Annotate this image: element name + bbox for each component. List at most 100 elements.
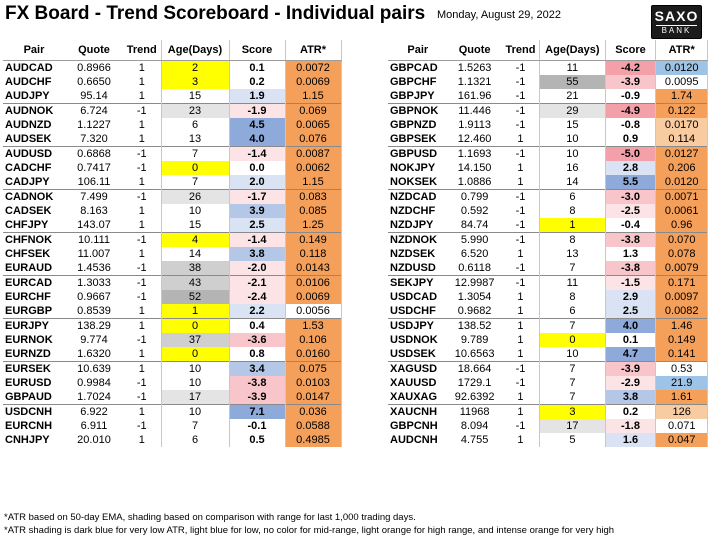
pair-cell: GBPUSD [388, 146, 448, 161]
pair-cell: CADSEK [5, 205, 52, 217]
age-cell: 10 [539, 132, 606, 147]
score-cell: 5.5 [604, 175, 657, 190]
pair-row: GBPSEK 12.460 1 10 0.9 0.114 [388, 132, 708, 147]
score-cell: -2.0 [228, 261, 286, 276]
trend-cell: -1 [515, 219, 526, 231]
pair-row: CADSEK 8.163 1 10 3.9 0.085 [3, 204, 342, 218]
trend-cell: 1 [517, 133, 524, 145]
score-cell: 7.1 [228, 404, 286, 419]
pair-cell: USDCAD [390, 291, 438, 303]
trend-cell: 1 [517, 176, 524, 188]
score-cell: 3.9 [228, 204, 286, 218]
trend-cell: 1 [138, 248, 145, 260]
col-header-trend: Trend [123, 40, 161, 61]
pair-row: CADCHF 0.7417 -1 0 0.0 0.0062 [3, 161, 342, 175]
atr-cell: 0.047 [655, 433, 708, 447]
pair-row: EURGBP 0.8539 1 1 2.2 0.0056 [3, 304, 342, 319]
quote-cell: 0.8539 [77, 305, 111, 317]
trend-cell: -1 [515, 205, 526, 217]
pair-row: NZDCHF 0.592 -1 8 -2.5 0.0061 [388, 204, 708, 218]
age-cell: 8 [539, 204, 606, 218]
atr-cell: 0.0095 [655, 75, 708, 89]
score-cell: 0.5 [228, 433, 286, 447]
quote-cell: 0.8966 [77, 62, 111, 74]
atr-cell: 0.0143 [284, 261, 342, 276]
pair-cell: CHFJPY [5, 219, 49, 231]
age-cell: 26 [160, 189, 230, 204]
score-cell: -1.7 [228, 189, 286, 204]
logo-text-top: SAXO [654, 8, 699, 24]
trend-cell: 1 [517, 391, 524, 403]
score-cell: 3.8 [604, 390, 657, 405]
pair-cell: NZDCHF [390, 205, 436, 217]
quote-cell: 0.6118 [458, 262, 492, 274]
pair-cell: XAUCNH [388, 404, 448, 419]
trend-cell: 1 [517, 348, 524, 360]
trend-cell: 1 [138, 205, 145, 217]
pair-row: XAUCNH 11968 1 3 0.2 126 [388, 404, 708, 419]
pair-row: GBPCAD 1.5263 -1 11 -4.2 0.0120 [388, 60, 708, 75]
col-header-quote: Quote [447, 40, 502, 61]
age-cell: 14 [160, 247, 230, 261]
score-cell: 1.3 [604, 247, 657, 261]
age-cell: 7 [539, 361, 606, 376]
quote-cell: 1.1227 [77, 119, 111, 131]
atr-cell: 0.0120 [655, 175, 708, 190]
age-cell: 14 [539, 175, 606, 190]
trend-cell: -1 [515, 377, 526, 389]
pair-row: EURNOK 9.774 -1 37 -3.6 0.106 [3, 333, 342, 347]
score-cell: 1.6 [604, 433, 657, 447]
score-cell: -3.9 [604, 361, 657, 376]
score-cell: -1.8 [604, 419, 657, 433]
score-cell: 0.1 [228, 60, 286, 75]
pair-cell: CADNOK [3, 189, 65, 204]
age-cell: 15 [160, 218, 230, 233]
pair-cell: AUDUSD [3, 146, 65, 161]
pair-cell: AUDCNH [390, 434, 438, 446]
logo-text-bottom: BANK [656, 25, 697, 36]
quote-cell: 1729.1 [457, 377, 492, 389]
col-header-atr: ATR* [655, 40, 708, 61]
pair-row: USDCAD 1.3054 1 8 2.9 0.0097 [388, 290, 708, 304]
quote-cell: 95.14 [80, 90, 108, 102]
header-row: Pair Quote Trend Age(Days) Score ATR* [3, 40, 342, 61]
score-cell: 4.0 [604, 318, 657, 333]
header-row: Pair Quote Trend Age(Days) Score ATR* [388, 40, 708, 61]
score-cell: 4.0 [228, 132, 286, 147]
pair-cell: GBPNOK [388, 103, 448, 118]
pair-cell: NZDUSD [390, 262, 436, 274]
col-header-score: Score [604, 40, 657, 61]
quote-cell: 0.799 [447, 189, 502, 204]
pair-row: USDNOK 9.789 1 0 0.1 0.149 [388, 333, 708, 347]
atr-cell: 0.0120 [655, 60, 708, 75]
age-cell: 10 [539, 146, 606, 161]
pair-cell: EURGBP [5, 305, 53, 317]
age-cell: 10 [160, 404, 230, 419]
age-cell: 38 [160, 261, 230, 276]
trend-cell: 1 [517, 305, 524, 317]
pair-cell: EURAUD [5, 262, 53, 274]
trend-cell: 1 [138, 305, 145, 317]
col-header-age: Age(Days) [539, 40, 606, 61]
atr-cell: 0.122 [655, 103, 708, 118]
saxo-bank-logo: SAXO BANK [651, 5, 702, 39]
quote-cell: 6.520 [460, 248, 489, 260]
pair-row: XAGUSD 18.664 -1 7 -3.9 0.53 [388, 361, 708, 376]
quote-cell: 1.0886 [457, 176, 492, 188]
quote-cell: 8.163 [80, 205, 108, 217]
age-cell: 55 [539, 75, 606, 89]
atr-cell: 0.069 [284, 103, 342, 118]
pair-row: XAUUSD 1729.1 -1 7 -2.9 21.9 [388, 376, 708, 390]
quote-cell: 10.111 [65, 232, 123, 247]
trend-cell: 1 [123, 404, 161, 419]
atr-cell: 0.036 [284, 404, 342, 419]
age-cell: 0 [160, 318, 230, 333]
pair-row: CHFJPY 143.07 1 15 2.5 1.25 [3, 218, 342, 233]
quote-cell: 92.6392 [454, 391, 495, 403]
age-cell: 13 [539, 247, 606, 261]
pair-cell: AUDSEK [5, 133, 52, 145]
trend-cell: -1 [515, 262, 526, 274]
pair-cell: GBPCAD [390, 62, 438, 74]
quote-cell: 1.1321 [457, 76, 492, 88]
trend-cell: -1 [501, 146, 540, 161]
